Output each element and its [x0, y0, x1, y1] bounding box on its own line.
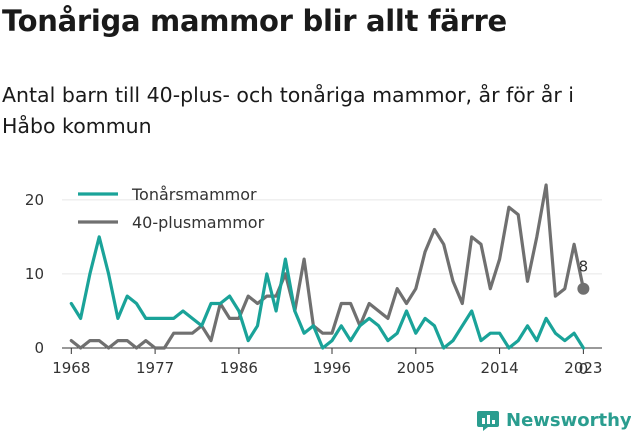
page-title: Tonåriga mammor blir allt färre [2, 4, 507, 38]
legend-label: Tonårsmammor [131, 185, 257, 204]
series-line-40-plusmammor [69, 183, 586, 350]
grid-lines [62, 199, 602, 275]
y-tick-label: 20 [25, 191, 44, 209]
end-label: 0 [579, 360, 589, 378]
end-point-marker [577, 282, 590, 295]
x-tick-label: 1968 [52, 359, 90, 377]
legend-label: 40-plusmammor [132, 213, 265, 232]
x-tick-label: 1986 [220, 359, 258, 377]
brand-logo: Newsworthy [476, 408, 631, 432]
x-axis: 1968 1977 1986 1996 2005 2014 2023 [52, 347, 602, 377]
x-tick-label: 2014 [480, 359, 518, 377]
y-tick-label: 10 [25, 265, 44, 283]
brand-name: Newsworthy [506, 409, 631, 431]
end-label: 8 [579, 258, 589, 276]
end-labels: 08 [577, 258, 590, 378]
series-group [69, 183, 586, 350]
bar-chart-icon [477, 411, 499, 431]
y-axis: 0 10 20 [25, 191, 44, 357]
x-tick-label: 2005 [397, 359, 435, 377]
x-tick-label: 2023 [564, 359, 602, 377]
page-subtitle: Antal barn till 40-plus- och tonåriga ma… [2, 83, 574, 138]
x-tick-label: 1996 [313, 359, 351, 377]
x-tick-label: 1977 [136, 359, 174, 377]
y-tick-label: 0 [34, 339, 44, 357]
series-line-tonarsmammor [69, 235, 586, 350]
legend: Tonårsmammor 40-plusmammor [78, 185, 265, 232]
